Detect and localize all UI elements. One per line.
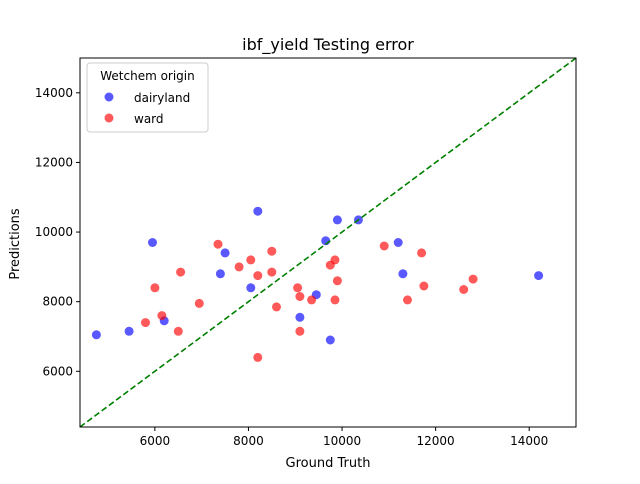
data-point-dairyland — [398, 269, 408, 279]
data-point-dairyland — [332, 215, 342, 225]
y-axis: 6000 8000 10000 12000 14000 — [35, 86, 80, 378]
y-tick-label: 10000 — [35, 225, 73, 239]
data-point-ward — [272, 302, 281, 312]
data-point-ward — [141, 318, 150, 328]
data-point-dairyland — [534, 271, 544, 281]
data-point-dairyland — [295, 312, 305, 322]
legend-marker-ward — [104, 113, 114, 123]
data-point-ward — [332, 276, 342, 286]
plot-frame — [79, 57, 577, 428]
x-tick-label: 14000 — [510, 434, 548, 448]
data-point-ward — [293, 283, 303, 293]
data-point-ward — [403, 295, 412, 305]
legend-label-dairyland: dairyland — [134, 91, 190, 105]
data-point-ward — [419, 281, 429, 291]
data-point-dairyland — [253, 206, 263, 216]
data-point-ward — [234, 262, 244, 272]
x-tick-label: 8000 — [233, 434, 264, 448]
data-point-dairyland — [325, 335, 335, 345]
x-tick-label: 12000 — [417, 434, 455, 448]
x-axis-label: Ground Truth — [286, 456, 371, 471]
data-point-ward — [307, 295, 317, 305]
data-point-ward — [267, 246, 277, 256]
data-point-ward — [459, 285, 469, 294]
y-tick-label: 6000 — [42, 364, 73, 378]
data-point-ward — [295, 292, 305, 301]
data-point-ward — [157, 311, 167, 321]
data-point-ward — [173, 326, 183, 336]
data-point-ward — [194, 298, 204, 308]
data-point-ward — [213, 239, 223, 249]
data-point-dairyland — [91, 330, 101, 340]
data-point-ward — [253, 352, 263, 362]
legend-title: Wetchem origin — [100, 69, 195, 83]
data-point-dairyland — [148, 238, 157, 247]
legend-box — [86, 62, 209, 133]
legend: Wetchem origin dairyland ward — [86, 62, 209, 133]
data-point-ward — [330, 255, 340, 265]
data-point-ward — [379, 241, 389, 251]
y-tick-label: 8000 — [42, 295, 73, 309]
y-tick-label: 12000 — [35, 155, 73, 169]
data-point-dairyland — [246, 283, 256, 293]
data-point-ward — [253, 271, 263, 281]
data-point-dairyland — [220, 248, 230, 258]
data-point-ward — [330, 295, 340, 305]
data-point-ward — [267, 267, 277, 277]
y-axis-label: Predictions — [8, 208, 23, 280]
data-point-dairyland — [393, 238, 403, 247]
data-point-ward — [150, 283, 160, 293]
x-tick-label: 6000 — [140, 434, 171, 448]
x-tick-label: 10000 — [323, 434, 361, 448]
data-point-ward — [176, 267, 186, 277]
data-point-ward — [417, 248, 427, 258]
data-point-dairyland — [215, 269, 225, 279]
chart-title: ibf_yield Testing error — [242, 35, 414, 55]
y-tick-label: 14000 — [35, 86, 73, 100]
legend-marker-dairyland — [104, 92, 114, 102]
legend-label-ward: ward — [134, 112, 164, 126]
data-point-ward — [295, 326, 305, 336]
identity-reference-line — [79, 57, 577, 428]
data-point-dairyland — [124, 326, 134, 336]
data-point-ward — [468, 274, 478, 284]
data-point-ward — [246, 255, 256, 265]
x-axis: 6000 8000 10000 12000 14000 — [140, 427, 548, 448]
